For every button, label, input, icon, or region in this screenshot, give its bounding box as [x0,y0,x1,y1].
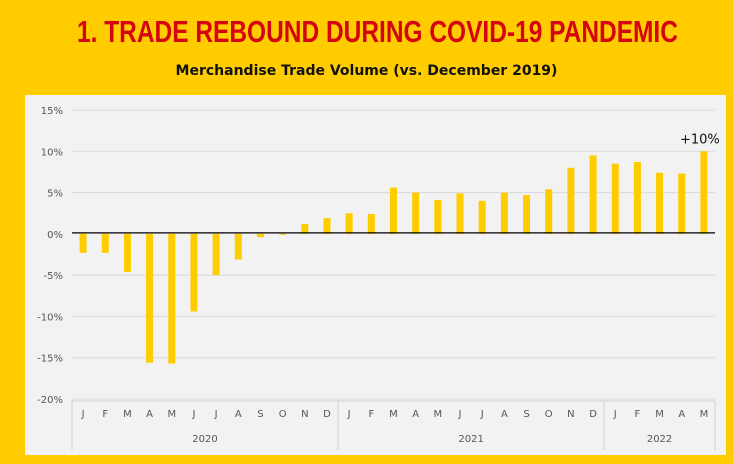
bar [212,233,220,276]
y-tick-label: -20% [37,395,63,406]
x-tick-label: M [389,409,398,420]
y-tick-label: -15% [37,354,63,365]
y-tick-label: 0% [47,230,63,241]
x-tick-label: M [167,409,176,420]
chart-title: Merchandise Trade Volume (vs. December 2… [175,63,558,79]
x-tick-label: O [279,409,287,420]
bar [234,233,242,260]
bar [345,213,353,234]
x-tick-label: A [235,409,242,420]
y-tick-label: 10% [41,147,63,158]
x-tick-label: M [123,409,132,420]
y-tick-label: -10% [37,312,63,323]
bar-chart: 15% 10% 5% 0% -5% -10% -15% -20% J F M A M J J A S O N D J F M… [37,106,720,450]
bar [146,233,154,363]
x-tick-label: A [412,409,419,420]
x-tick-label: F [368,409,374,420]
x-tick-label: S [257,409,263,420]
bar [101,233,109,253]
x-tick-label: M [655,409,664,420]
x-tick-label: M [700,409,709,420]
x-tick-label: J [480,409,484,420]
y-tick-label: 5% [47,189,63,200]
bar [523,195,531,234]
x-tick-label: N [567,409,574,420]
x-tick-label: D [323,409,331,420]
x-tick-label: F [102,409,108,420]
x-tick-label: O [545,409,553,420]
year-label: 2021 [458,434,483,445]
x-tick-label: M [434,409,443,420]
year-label: 2020 [192,434,217,445]
bar [567,167,575,234]
bar [256,233,264,238]
bar [190,233,198,312]
bar [79,233,87,253]
chart-panel: 15% 10% 5% 0% -5% -10% -15% -20% J F M A M J J A S O N D J F M… [25,95,726,455]
page-title: 1. TRADE REBOUND DURING COVID-19 PANDEMI… [76,14,678,49]
bar [434,200,442,234]
bar [301,223,309,234]
x-tick-label: J [191,409,195,420]
x-tick-label: A [146,409,153,420]
y-tick-label: 15% [41,106,63,117]
y-tick-label: -5% [44,271,63,282]
bar [367,214,375,234]
x-tick-label: J [458,409,462,420]
bar [500,192,508,234]
bar [700,151,708,234]
x-tick-label: J [81,409,85,420]
bar [279,233,287,235]
bar [168,233,176,364]
x-tick-label: J [347,409,351,420]
bar [323,218,331,234]
bar [611,163,619,234]
x-tick-label: F [635,409,641,420]
x-tick-label: J [214,409,218,420]
x-tick-label: A [678,409,685,420]
x-tick-label: A [501,409,508,420]
bar [589,155,597,234]
x-tick-label: J [613,409,617,420]
x-tick-label: S [523,409,529,420]
bar [656,172,664,234]
bar [390,187,397,234]
bar [123,233,131,272]
bar [456,193,464,234]
x-tick-label: N [301,409,308,420]
bar [545,189,553,234]
bar [678,173,686,234]
bar [412,192,420,234]
bar [633,162,641,234]
year-label: 2022 [647,434,672,445]
bar [478,200,486,234]
annotation-label: +10% [680,132,720,147]
x-tick-label: D [589,409,597,420]
